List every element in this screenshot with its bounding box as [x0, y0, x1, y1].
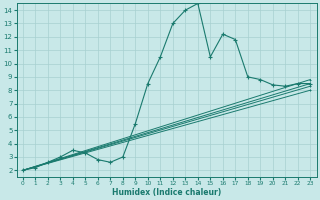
X-axis label: Humidex (Indice chaleur): Humidex (Indice chaleur): [112, 188, 221, 197]
